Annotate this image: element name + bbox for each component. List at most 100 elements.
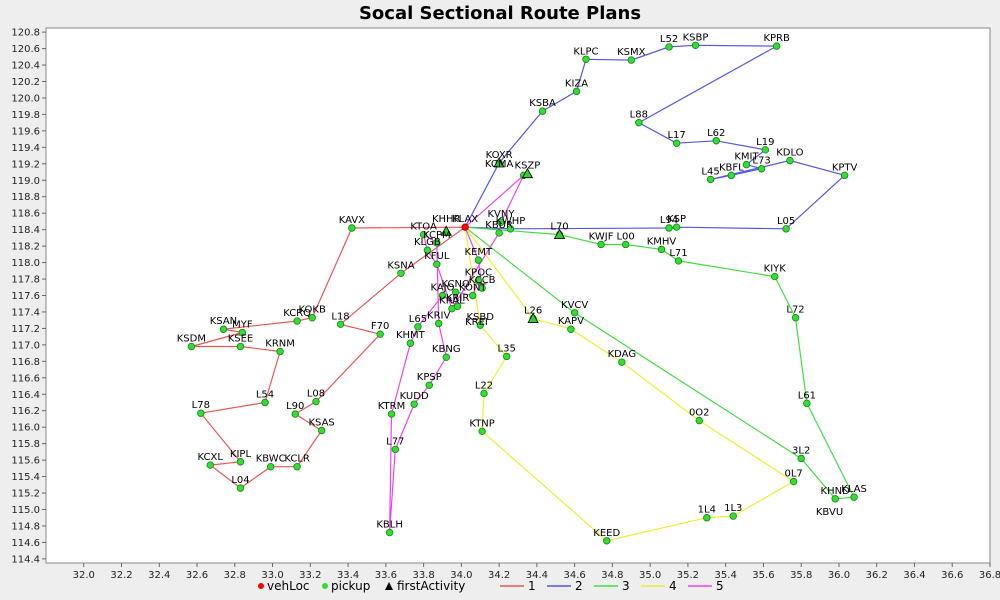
x-tick-label: 34.0: [450, 570, 472, 581]
point-label: KREI: [465, 317, 488, 328]
y-tick-label: 119.0: [11, 176, 40, 187]
point-label: L19: [756, 137, 774, 148]
point-label: KFUL: [424, 251, 450, 262]
point-label: L18: [331, 311, 349, 322]
pickup-point-l00: [621, 240, 630, 249]
pickup-point-ktnp: [478, 427, 486, 436]
point-label: KIZA: [565, 78, 588, 89]
y-tick-label: 117.0: [11, 340, 40, 351]
point-label: KSAN: [210, 316, 237, 327]
y-tick-label: 119.4: [11, 143, 40, 154]
point-label: L71: [669, 248, 687, 259]
pickup-point-kvny: [497, 218, 505, 226]
legend-item-2: 2: [547, 579, 583, 593]
point-label: L52: [660, 34, 678, 45]
pickup-point-kptv: [840, 171, 849, 180]
legend: vehLoc pickup firstActivity 1 2 3 4 5: [258, 579, 724, 593]
first-activity-kcpm: [440, 225, 452, 236]
pickup-point-kokb: [308, 314, 316, 322]
pickup-point-l71: [674, 257, 683, 265]
point-label: KONT: [459, 283, 487, 294]
x-tick-label: 35.2: [677, 570, 699, 581]
point-label: KSAS: [309, 417, 335, 428]
point-label: L04: [231, 475, 249, 486]
x-tick-label: 35.8: [790, 570, 812, 581]
point-label: L45: [701, 166, 719, 177]
x-tick-label: 33.2: [299, 570, 321, 581]
point-label: KPSP: [417, 372, 442, 383]
pickup-point-kbwc: [266, 463, 275, 471]
point-label: L62: [707, 128, 725, 139]
legend-label: vehLoc: [267, 579, 310, 593]
pickup-point-ktrm: [387, 410, 396, 418]
y-tick-label: 118.4: [11, 225, 40, 236]
x-tick-label: 36.4: [903, 570, 925, 581]
point-label: KOKB: [299, 305, 326, 316]
y-tick-label: 117.4: [11, 307, 40, 318]
point-label: KAPV: [558, 316, 584, 327]
point-label: KPTV: [832, 162, 858, 173]
y-tick-label: 114.6: [11, 538, 40, 549]
pickup-points: [187, 41, 858, 545]
point-label: KSBA: [529, 98, 556, 109]
pickup-point-f70: [376, 330, 384, 338]
pickup-point-ksp: [672, 223, 681, 231]
legend-item-vehloc: vehLoc: [258, 579, 310, 593]
y-tick-label: 115.4: [11, 472, 40, 483]
x-tick-label: 36.8: [979, 570, 1000, 581]
point-label: KSMX: [617, 47, 646, 58]
pickup-point-kwjf: [597, 240, 605, 249]
point-label: 1L3: [724, 503, 742, 514]
point-label: KTRM: [378, 401, 405, 412]
pickup-point-l35: [502, 352, 511, 361]
y-tick-label: 116.6: [11, 373, 40, 384]
legend-label: firstActivity: [397, 579, 465, 593]
y-tick-label: 119.6: [11, 126, 40, 137]
y-tick-label: 120.0: [11, 93, 40, 104]
point-label: KSBP: [683, 32, 709, 43]
vehicle-location-point: [461, 223, 469, 231]
point-label: KSNA: [387, 260, 414, 271]
point-label: KRNM: [265, 338, 295, 349]
point-label: KSZP: [515, 161, 541, 172]
y-tick-label: 114.4: [11, 554, 40, 565]
point-label: L00: [616, 231, 634, 242]
pickup-point-klpc: [582, 55, 590, 63]
legend-label: 2: [575, 579, 583, 593]
legend-label: pickup: [331, 579, 370, 593]
pickup-point-l19: [761, 146, 770, 154]
pickup-point-ksba: [538, 107, 547, 115]
x-tick-label: 33.0: [261, 570, 283, 581]
pickup-point-ksas: [317, 426, 326, 435]
point-label: KLAX: [452, 214, 478, 225]
point-label: L05: [777, 216, 795, 227]
pickup-point-kful: [433, 260, 441, 268]
pickup-point-ksna: [397, 269, 405, 277]
point-label: KIPL: [230, 449, 252, 460]
pickup-point-l94: [665, 224, 673, 232]
y-axis: 114.4 114.6 114.8 115.0 115.2 115.4 115.6 115.8…: [11, 28, 46, 565]
pickup-point-kcpm: [433, 239, 441, 247]
pickup-point-l22: [480, 389, 488, 398]
x-tick-label: 33.8: [412, 570, 434, 581]
point-label: L61: [798, 390, 816, 401]
legend-item-3: 3: [594, 579, 630, 593]
y-tick-label: 115.0: [11, 505, 40, 516]
route-3-line: [464, 226, 856, 500]
pickup-point-kajo: [438, 291, 447, 300]
pickup-point-l08: [312, 397, 320, 406]
pickup-point-kmit: [742, 160, 751, 169]
point-label: 3L2: [792, 445, 810, 456]
point-label: KCNO: [442, 279, 470, 290]
y-tick-label: 120.6: [11, 44, 40, 55]
legend-item-4: 4: [641, 579, 677, 593]
point-label: KBNG: [432, 344, 461, 355]
x-tick-label: 32.0: [73, 570, 95, 581]
pickup-point-3l2: [797, 454, 805, 463]
point-label: KCLR: [284, 454, 310, 465]
point-label: KPOC: [465, 268, 492, 279]
pickup-point-klas: [850, 493, 858, 501]
first-activity-koxr: [493, 157, 505, 168]
y-tick-label: 119.2: [11, 159, 40, 170]
